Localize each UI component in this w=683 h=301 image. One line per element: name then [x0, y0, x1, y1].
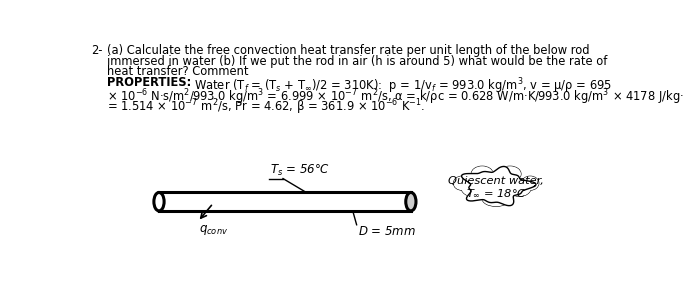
Text: (a) Calculate the free convection heat transfer rate per unit length of the belo: (a) Calculate the free convection heat t…	[107, 44, 589, 57]
Ellipse shape	[406, 192, 416, 211]
Text: 2-: 2-	[91, 44, 102, 57]
Ellipse shape	[482, 191, 510, 206]
Polygon shape	[462, 166, 536, 206]
Ellipse shape	[507, 179, 531, 196]
Ellipse shape	[522, 176, 539, 190]
Text: $q_{conv}$: $q_{conv}$	[199, 223, 229, 237]
Ellipse shape	[522, 176, 539, 190]
Ellipse shape	[461, 179, 484, 196]
Text: heat transfer? Comment: heat transfer? Comment	[107, 65, 249, 78]
Ellipse shape	[482, 191, 510, 206]
Bar	[159, 192, 411, 211]
Ellipse shape	[507, 179, 531, 196]
Text: $T_s$ = 56°C: $T_s$ = 56°C	[270, 163, 330, 178]
Text: Water (T$_f$ = (T$_s$ + T$_{\infty}$)/2 = 310K):  p = 1/v$_f$ = 993.0 kg/m$^3$, : Water (T$_f$ = (T$_s$ + T$_{\infty}$)/2 …	[194, 76, 612, 96]
Text: $D$ = 5mm: $D$ = 5mm	[358, 225, 416, 238]
Ellipse shape	[471, 166, 493, 182]
Text: = 1.514 × 10$^{-7}$ m$^2$/s, Pr = 4.62, β = 361.9 × 10$^{-6}$ K$^{-1}$.: = 1.514 × 10$^{-7}$ m$^2$/s, Pr = 4.62, …	[107, 98, 426, 117]
Text: $T_{\infty}$ = 18°C: $T_{\infty}$ = 18°C	[466, 187, 527, 199]
Ellipse shape	[499, 166, 521, 182]
Ellipse shape	[454, 176, 471, 190]
Text: × 10$^{-6}$ N·s/m$^2$/993.0 kg/m$^3$ = 6.999 × 10$^{-7}$ m$^2$/s, α = k/ρc = 0.6: × 10$^{-6}$ N·s/m$^2$/993.0 kg/m$^3$ = 6…	[107, 87, 683, 107]
Ellipse shape	[154, 192, 164, 211]
Ellipse shape	[472, 172, 520, 200]
Text: PROPERTIES:: PROPERTIES:	[107, 76, 191, 89]
Ellipse shape	[471, 166, 493, 182]
Ellipse shape	[461, 179, 484, 196]
Ellipse shape	[472, 172, 520, 200]
Ellipse shape	[499, 166, 521, 182]
Text: Quiescent water,: Quiescent water,	[448, 176, 544, 186]
Text: immersed in water (b) If we put the rod in air (h is around 5) what would be the: immersed in water (b) If we put the rod …	[107, 54, 607, 68]
Ellipse shape	[454, 176, 471, 190]
